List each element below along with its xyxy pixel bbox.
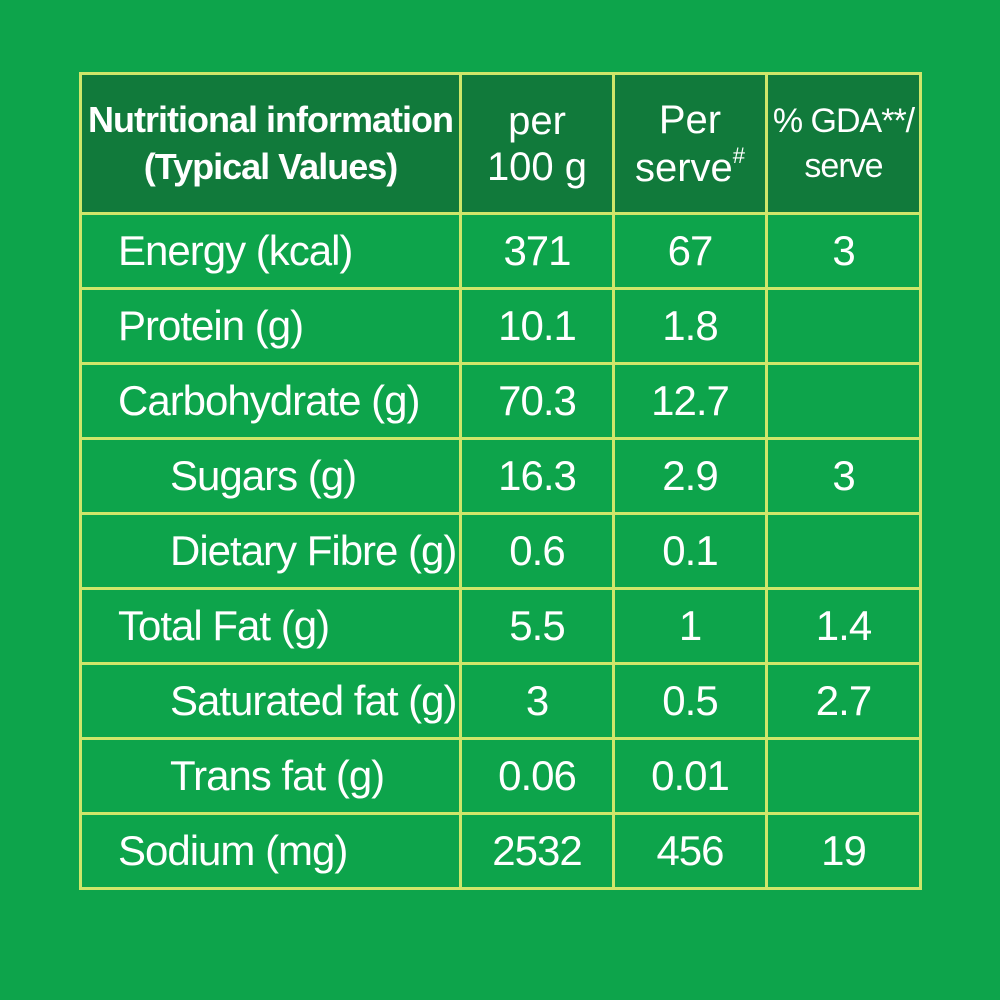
header-per-serve-line2: serve#	[617, 142, 764, 191]
value-per-serve: 456	[612, 812, 768, 890]
value-gda: 3	[765, 437, 922, 515]
value-per-100g: 3	[459, 662, 615, 740]
value-per-100g: 0.06	[459, 737, 615, 815]
table-row: Total Fat (g) 5.5 1 1.4	[79, 587, 922, 665]
value-per-100g: 2532	[459, 812, 615, 890]
header-title: Nutritional information	[88, 98, 454, 140]
table-row: Energy (kcal) 371 67 3	[79, 212, 922, 290]
table-header-row: Nutritional information (Typical Values)…	[79, 72, 922, 215]
value-per-serve: 0.1	[612, 512, 768, 590]
table-row: Trans fat (g) 0.06 0.01	[79, 737, 922, 815]
nutrient-name: Protein (g)	[79, 287, 462, 365]
nutrient-name: Carbohydrate (g)	[79, 362, 462, 440]
value-gda: 2.7	[765, 662, 922, 740]
nutrient-name: Saturated fat (g)	[79, 662, 462, 740]
header-gda-line1: % GDA**/	[772, 102, 915, 141]
nutrition-table: Nutritional information (Typical Values)…	[79, 72, 922, 890]
nutrient-name: Trans fat (g)	[79, 737, 462, 815]
header-per-100g-line1: per	[508, 98, 566, 143]
header-gda-line2: serve	[804, 146, 883, 185]
value-per-serve: 1.8	[612, 287, 768, 365]
value-per-100g: 371	[459, 212, 615, 290]
value-per-100g: 70.3	[459, 362, 615, 440]
nutrient-name: Total Fat (g)	[79, 587, 462, 665]
value-gda	[765, 287, 922, 365]
value-per-serve: 67	[612, 212, 768, 290]
table-row: Sodium (mg) 2532 456 19	[79, 812, 922, 890]
value-per-serve: 1	[612, 587, 768, 665]
table-row: Sugars (g) 16.3 2.9 3	[79, 437, 922, 515]
value-gda	[765, 737, 922, 815]
value-per-100g: 10.1	[459, 287, 615, 365]
value-per-serve: 2.9	[612, 437, 768, 515]
nutrient-name: Dietary Fibre (g)	[79, 512, 462, 590]
header-per-100g-line2: 100 g	[486, 144, 588, 189]
header-per-serve-text: serve	[634, 145, 733, 190]
header-subtitle: (Typical Values)	[143, 145, 398, 187]
table-row: Dietary Fibre (g) 0.6 0.1	[79, 512, 922, 590]
value-gda: 19	[765, 812, 922, 890]
value-per-serve: 0.01	[612, 737, 768, 815]
header-per-serve-line1: Per	[658, 97, 722, 142]
value-gda	[765, 362, 922, 440]
value-gda: 3	[765, 212, 922, 290]
nutrient-name: Energy (kcal)	[79, 212, 462, 290]
value-gda	[765, 512, 922, 590]
header-per-100g-column: per 100 g	[459, 72, 615, 215]
header-per-serve-column: Per serve#	[612, 72, 768, 215]
nutrient-name: Sugars (g)	[79, 437, 462, 515]
value-per-serve: 12.7	[612, 362, 768, 440]
value-per-100g: 16.3	[459, 437, 615, 515]
value-gda: 1.4	[765, 587, 922, 665]
nutrient-name: Sodium (mg)	[79, 812, 462, 890]
table-row: Carbohydrate (g) 70.3 12.7	[79, 362, 922, 440]
table-row: Protein (g) 10.1 1.8	[79, 287, 922, 365]
value-per-serve: 0.5	[612, 662, 768, 740]
header-nutrient-column: Nutritional information (Typical Values)	[79, 72, 462, 215]
value-per-100g: 0.6	[459, 512, 615, 590]
table-row: Saturated fat (g) 3 0.5 2.7	[79, 662, 922, 740]
header-per-serve-footnote-mark: #	[732, 142, 746, 168]
header-gda-column: % GDA**/ serve	[765, 72, 922, 215]
value-per-100g: 5.5	[459, 587, 615, 665]
